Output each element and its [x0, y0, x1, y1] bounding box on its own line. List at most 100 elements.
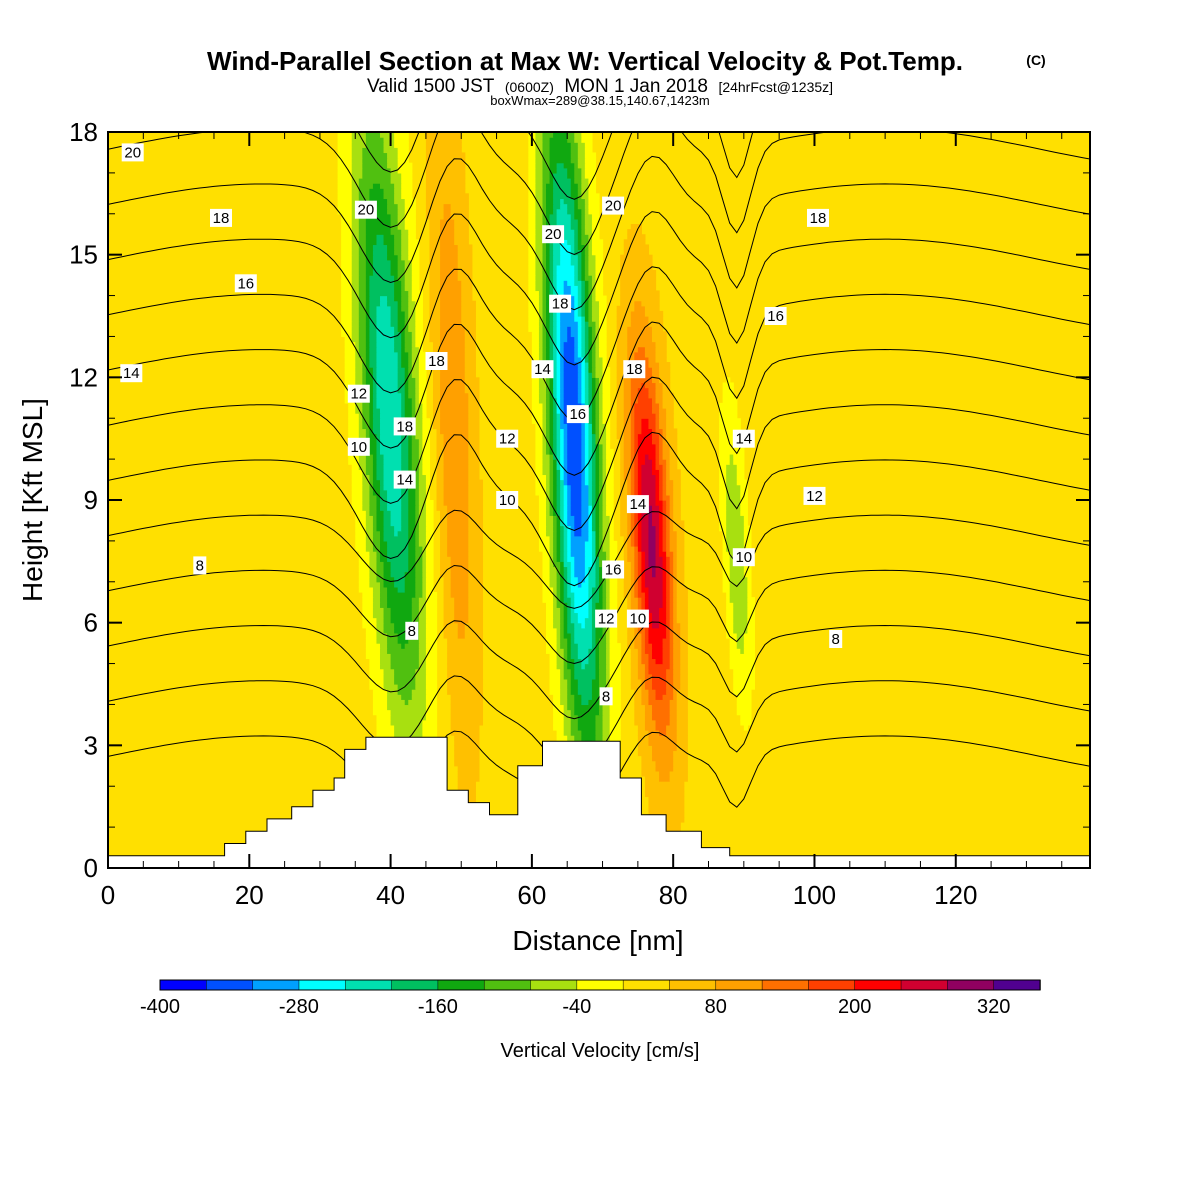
velocity-cell — [591, 310, 600, 317]
velocity-cell — [729, 459, 734, 465]
velocity-cell — [351, 464, 360, 470]
velocity-cell — [362, 494, 370, 501]
velocity-cell — [429, 254, 441, 261]
velocity-cell — [599, 586, 604, 593]
velocity-cell — [581, 264, 586, 271]
velocity-cell — [595, 530, 600, 537]
velocity-cell — [616, 326, 628, 332]
velocity-cell — [591, 540, 597, 547]
velocity-cell — [577, 183, 582, 189]
velocity-cell — [630, 382, 642, 389]
velocity-cell — [588, 305, 593, 312]
velocity-cell — [595, 372, 604, 378]
velocity-cell — [669, 592, 674, 598]
velocity-cell — [372, 423, 381, 430]
velocity-cell — [581, 183, 589, 189]
velocity-cell — [570, 714, 579, 721]
velocity-cell — [440, 346, 466, 353]
velocity-cell — [659, 622, 667, 629]
velocity-cell — [369, 673, 385, 680]
velocity-cell — [659, 770, 671, 777]
velocity-cell — [563, 505, 568, 511]
velocity-cell — [637, 433, 653, 440]
velocity-cell — [556, 602, 565, 608]
velocity-cell — [588, 454, 593, 460]
velocity-cell — [591, 678, 600, 685]
velocity-cell — [553, 694, 561, 700]
velocity-cell — [450, 714, 484, 721]
velocity-cell — [422, 576, 427, 583]
contour-label-box — [531, 360, 554, 379]
velocity-cell — [365, 270, 374, 276]
velocity-cell — [669, 546, 678, 552]
velocity-cell — [627, 627, 635, 634]
velocity-cell — [372, 586, 381, 593]
velocity-cell — [390, 663, 420, 670]
velocity-cell — [574, 162, 579, 169]
velocity-cell — [415, 592, 423, 598]
velocity-cell — [372, 484, 381, 491]
velocity-cell — [673, 765, 688, 772]
velocity-cell — [584, 152, 597, 159]
velocity-cell — [358, 423, 363, 430]
velocity-cell — [584, 147, 593, 154]
velocity-cell — [602, 372, 611, 378]
velocity-cell — [341, 321, 353, 327]
velocity-cell — [454, 234, 469, 240]
velocity-cell — [408, 367, 413, 373]
velocity-cell — [450, 719, 484, 726]
velocity-cell — [588, 280, 593, 286]
velocity-cell — [556, 474, 561, 481]
velocity-cell — [609, 694, 621, 700]
velocity-cell — [673, 571, 678, 578]
velocity-cell — [570, 505, 582, 511]
velocity-cell — [358, 270, 367, 276]
velocity-cell — [581, 285, 586, 292]
velocity-cell — [648, 638, 664, 644]
contour-label: 8 — [599, 687, 613, 706]
velocity-cell — [574, 264, 579, 271]
velocity-cell — [542, 193, 547, 200]
velocity-cell — [666, 428, 678, 435]
velocity-cell — [641, 489, 657, 496]
velocity-cell — [588, 270, 597, 276]
velocity-cell — [418, 535, 427, 542]
velocity-cell — [595, 264, 604, 271]
velocity-cell — [535, 178, 544, 184]
velocity-cell — [415, 673, 427, 680]
velocity-cell — [556, 540, 561, 547]
contour-label-box — [623, 360, 646, 379]
velocity-cell — [542, 351, 547, 358]
velocity-cell — [365, 638, 378, 644]
velocity-cell — [560, 454, 565, 460]
velocity-cell — [369, 510, 378, 516]
velocity-cell — [574, 673, 597, 680]
velocity-cell — [563, 397, 579, 404]
velocity-cell — [726, 540, 745, 547]
velocity-cell — [655, 658, 664, 665]
velocity-cell — [676, 617, 688, 624]
velocity-cell — [468, 448, 480, 455]
velocity-cell — [567, 510, 572, 516]
velocity-cell — [560, 668, 565, 675]
velocity-cell — [644, 382, 657, 389]
velocity-cell — [641, 474, 657, 481]
velocity-cell — [531, 341, 540, 348]
velocity-cell — [634, 704, 646, 711]
velocity-cell — [563, 448, 568, 455]
velocity-cell — [602, 704, 611, 711]
velocity-cell — [666, 484, 674, 491]
velocity-cell — [606, 505, 614, 511]
velocity-cell — [662, 597, 667, 603]
velocity-cell — [358, 183, 374, 189]
velocity-cell — [630, 224, 642, 230]
velocity-cell — [468, 479, 484, 486]
velocity-cell — [372, 597, 381, 603]
velocity-cell — [408, 448, 413, 455]
velocity-cell — [651, 653, 664, 660]
velocity-cell — [401, 239, 409, 246]
velocity-cell — [341, 264, 353, 271]
velocity-cell — [394, 290, 402, 297]
velocity-cell — [351, 259, 360, 266]
velocity-cell — [549, 484, 554, 491]
